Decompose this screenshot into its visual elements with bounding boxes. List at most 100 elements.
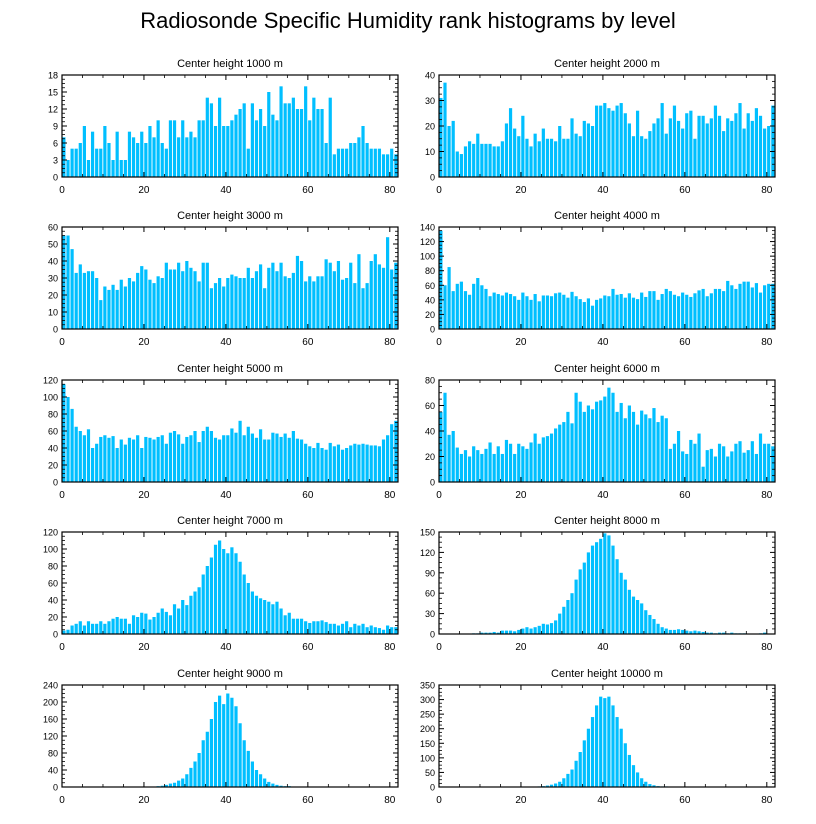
- histogram-bar: [742, 128, 746, 177]
- histogram-bar: [521, 115, 525, 177]
- plot-frame: [438, 531, 776, 635]
- y-tick-label: 120: [43, 732, 58, 742]
- histogram-bar: [299, 261, 304, 329]
- histogram-bar: [168, 432, 173, 482]
- histogram-bar: [455, 283, 459, 329]
- histogram-bar: [381, 267, 386, 329]
- histogram-bar: [373, 254, 377, 329]
- histogram-bar: [238, 561, 242, 634]
- histogram-bar: [177, 137, 181, 177]
- histogram-bar: [267, 92, 271, 177]
- histogram-bar: [99, 621, 103, 634]
- x-tick-label: 80: [384, 337, 396, 348]
- histogram-bar: [582, 302, 586, 329]
- histogram-bar: [701, 631, 705, 634]
- histogram-bar: [312, 281, 316, 329]
- histogram-bar: [648, 418, 652, 482]
- y-tick-label: 20: [48, 461, 58, 471]
- histogram-bar: [549, 623, 554, 634]
- y-tick-label: 10: [48, 308, 58, 318]
- histogram-bar: [648, 614, 652, 634]
- histogram-bar: [226, 435, 230, 482]
- histogram-bar: [693, 293, 697, 329]
- histogram-bar: [754, 453, 759, 482]
- x-tick-label: 60: [679, 642, 691, 653]
- histogram-bar: [90, 448, 95, 482]
- histogram-bar: [615, 717, 619, 787]
- histogram-bar: [631, 136, 636, 177]
- histogram-bar: [328, 97, 332, 177]
- x-tick-label: 20: [138, 642, 150, 653]
- histogram-bar: [250, 591, 254, 634]
- histogram-bar: [451, 431, 455, 482]
- histogram-bar: [82, 272, 86, 329]
- histogram-bar: [648, 784, 652, 787]
- histogram-bar: [607, 296, 611, 329]
- histogram-bar: [127, 278, 132, 329]
- histogram-bar: [66, 397, 70, 482]
- x-tick-label: 20: [515, 795, 527, 806]
- histogram-bar: [619, 572, 623, 634]
- x-tick-label: 40: [597, 185, 609, 196]
- histogram-bar: [660, 415, 664, 482]
- histogram-bar: [681, 629, 685, 634]
- histogram-bar: [201, 120, 205, 177]
- histogram-bar: [742, 281, 746, 329]
- y-tick-label: 120: [43, 376, 58, 386]
- histogram-bar: [70, 249, 74, 329]
- histogram-bar: [676, 431, 681, 482]
- histogram-bar: [123, 618, 127, 634]
- histogram-bar: [463, 291, 468, 329]
- histogram-bar: [332, 271, 336, 329]
- y-tick-label: 9: [53, 122, 58, 132]
- histogram-bar: [619, 103, 623, 177]
- x-tick-label: 40: [597, 337, 609, 348]
- histogram-panel: Center height 4000 m 0 20 40 60 80 0 20 40 60 80 10…: [420, 210, 776, 348]
- histogram-bar: [590, 545, 595, 634]
- x-tick-label: 0: [436, 795, 442, 806]
- histogram-bar: [160, 143, 164, 177]
- histogram-bar: [730, 632, 734, 634]
- histogram-bar: [443, 285, 447, 329]
- histogram-bar: [562, 422, 566, 482]
- histogram-bar: [336, 625, 341, 634]
- histogram-bar: [234, 276, 238, 329]
- histogram-bar: [205, 262, 209, 329]
- histogram-bar: [763, 128, 767, 177]
- histogram-bar: [226, 553, 230, 634]
- histogram-bar: [504, 439, 509, 482]
- histogram-bar: [529, 628, 533, 634]
- histogram-bar: [308, 120, 312, 177]
- histogram-bar: [631, 596, 636, 634]
- histogram-bar: [513, 296, 517, 329]
- histogram-bar: [144, 269, 148, 329]
- histogram-bar: [549, 784, 554, 787]
- histogram-bar: [467, 456, 472, 482]
- histogram-bar: [66, 160, 70, 177]
- histogram-bar: [111, 618, 115, 634]
- histogram-bar: [74, 623, 78, 634]
- histogram-bar: [336, 148, 341, 177]
- histogram-bar: [291, 618, 295, 634]
- histogram-bar: [320, 448, 324, 482]
- histogram-bar: [308, 276, 312, 329]
- histogram-bar: [623, 113, 627, 177]
- histogram-bar: [726, 456, 730, 482]
- histogram-bar: [275, 120, 279, 177]
- y-tick-label: 3: [53, 156, 58, 166]
- histogram-panel: Center height 9000 m 0 20 40 60 80 0 40 80 120 160…: [43, 668, 399, 806]
- histogram-bar: [386, 154, 390, 177]
- histogram-bar: [525, 138, 529, 177]
- histogram-bar: [578, 752, 582, 787]
- histogram-bar: [123, 444, 127, 482]
- panel-title: Center height 3000 m: [177, 210, 283, 222]
- histogram-bar: [574, 133, 578, 177]
- y-tick-label: 250: [420, 710, 435, 720]
- histogram-bar: [279, 608, 283, 634]
- histogram-bar: [672, 629, 677, 634]
- histogram-bar: [644, 414, 648, 482]
- histogram-bar: [193, 761, 197, 787]
- x-tick-label: 80: [761, 490, 773, 501]
- histogram-bar: [103, 435, 107, 482]
- histogram-bar: [504, 630, 509, 634]
